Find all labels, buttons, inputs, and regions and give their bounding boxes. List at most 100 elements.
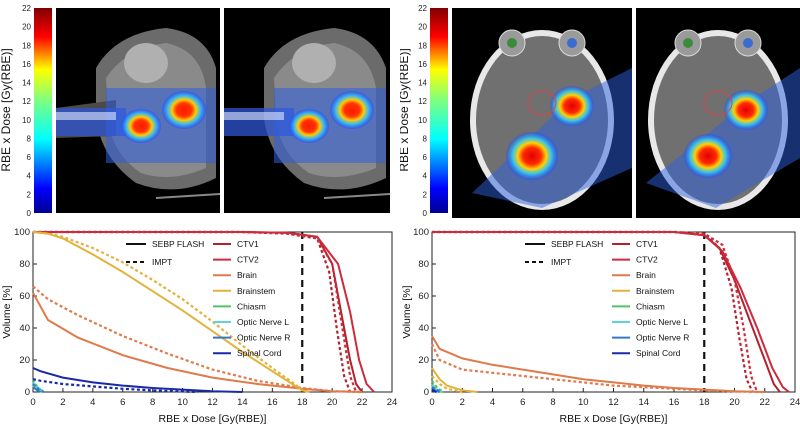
x-tick-label: 12 [608, 397, 619, 408]
x-tick-label: 4 [90, 397, 95, 408]
x-tick-label: 18 [699, 397, 710, 408]
dvh-curve-impt [432, 230, 754, 393]
colorbar-label: RBE x Dose [Gy(RBE)] [400, 48, 411, 171]
style-legend-label: IMPT [551, 257, 571, 267]
colorbar-tick-label: 16 [22, 60, 31, 69]
y-tick-label: 80 [418, 259, 429, 270]
x-tick-label: 18 [297, 397, 308, 408]
colorbar-tick-label: 8 [27, 134, 32, 143]
ct-image-left-flash [56, 8, 220, 213]
style-legend-label: SEBP FLASH [551, 239, 603, 249]
colorbar-gradient [34, 8, 52, 213]
dvh-curve-flash [32, 231, 310, 393]
x-tick-label: 4 [490, 397, 495, 408]
y-tick-label: 0 [25, 387, 30, 398]
style-legend-label: IMPT [152, 257, 172, 267]
colorbar-tick-label: 4 [27, 172, 32, 181]
dvh-curve-impt [32, 383, 45, 393]
x-tick-label: 0 [30, 397, 35, 408]
structure-legend-label: Brain [237, 270, 257, 280]
left-colorbar-panel: 0 2 4 6 8 10 12 14 16 18 20 22 RBE x Dose [Gy(RBE)] [0, 0, 55, 218]
dvh-curve-flash [32, 386, 41, 393]
colorbar-tick-label: 16 [418, 60, 427, 69]
dvh-curve-impt [32, 230, 310, 394]
x-tick-label: 2 [460, 397, 465, 408]
colorbar-tick-label: 2 [27, 190, 32, 199]
colorbar-tick-label: 10 [418, 116, 427, 125]
colorbar-tick-label: 4 [423, 172, 428, 181]
structure-legend-label: Spinal Cord [636, 348, 681, 358]
structure-legend-label: CTV2 [237, 255, 259, 265]
x-tick-label: 10 [177, 397, 188, 408]
x-tick-label: 8 [550, 397, 555, 408]
colorbar-tick-label: 20 [418, 23, 427, 32]
x-tick-label: 14 [237, 397, 248, 408]
x-tick-label: 8 [150, 397, 155, 408]
x-tick-label: 2 [60, 397, 65, 408]
structure-legend-label: Chiasm [237, 301, 266, 311]
dvh-curve-impt [32, 378, 198, 394]
structure-legend-label: Optic Nerve R [237, 333, 290, 343]
x-tick-label: 16 [669, 397, 680, 408]
ct-image-right-impt [636, 8, 800, 218]
dvh-curve-flash [32, 292, 363, 393]
structure-legend-label: Spinal Cord [237, 348, 282, 358]
y-axis-label: Volume [%] [1, 285, 13, 338]
y-tick-label: 40 [19, 323, 30, 334]
y-tick-label: 100 [14, 227, 30, 238]
structure-legend-label: Chiasm [636, 301, 665, 311]
structure-legend-label: Optic Nerve L [636, 317, 688, 327]
colorbar-tick-label: 8 [423, 134, 428, 143]
x-tick-label: 20 [327, 397, 338, 408]
structure-legend-label: Optic Nerve L [237, 317, 289, 327]
dvh-curve-flash [32, 367, 243, 393]
x-tick-label: 24 [790, 397, 800, 408]
colorbar-tick-label: 10 [22, 116, 31, 125]
structure-legend-label: Brain [636, 270, 656, 280]
colorbar-label: RBE x Dose [Gy(RBE)] [0, 48, 13, 171]
y-tick-label: 0 [424, 387, 429, 398]
structure-legend-label: CTV1 [636, 239, 658, 249]
y-tick-label: 60 [19, 291, 30, 302]
y-tick-label: 20 [418, 355, 429, 366]
x-tick-label: 10 [578, 397, 589, 408]
dvh-curve-impt [431, 386, 442, 393]
y-tick-label: 60 [418, 291, 429, 302]
colorbar-tick-label: 18 [418, 41, 427, 50]
dvh-curve-impt [431, 375, 463, 394]
x-tick-label: 20 [729, 397, 740, 408]
structure-legend-label: Optic Nerve R [636, 333, 689, 343]
left-colorbar: 0 2 4 6 8 10 12 14 16 18 20 22 RBE x Dose [Gy(RBE)] [0, 4, 52, 218]
structure-legend-label: Brainstem [636, 286, 674, 296]
x-tick-label: 6 [520, 397, 525, 408]
x-tick-label: 22 [759, 397, 770, 408]
colorbar-tick-label: 0 [27, 209, 32, 218]
dvh-curve-flash [431, 389, 437, 393]
dvh-curve-flash [431, 367, 478, 393]
right-colorbar: 0 2 4 6 8 10 12 14 16 18 20 22 RBE x Dose [Gy(RBE)] [397, 4, 448, 218]
colorbar-tick-label: 0 [423, 209, 428, 218]
colorbar-tick-label: 22 [418, 4, 427, 13]
x-tick-label: 24 [387, 397, 398, 408]
plot-area [32, 231, 393, 393]
colorbar-tick-label: 18 [22, 41, 31, 50]
x-tick-label: 14 [638, 397, 649, 408]
x-tick-label: 0 [429, 397, 434, 408]
y-tick-label: 20 [19, 355, 30, 366]
colorbar-gradient [430, 8, 448, 213]
dvh-curve-flash [33, 231, 375, 393]
colorbar-tick-label: 2 [423, 190, 428, 199]
x-tick-label: 16 [267, 397, 278, 408]
ct-image-right-flash [452, 8, 632, 218]
x-tick-label: 6 [120, 397, 125, 408]
ct-image-left-impt [224, 8, 390, 213]
structure-legend-label: Brainstem [237, 286, 275, 296]
right-colorbar-panel: 0 2 4 6 8 10 12 14 16 18 20 22 RBE x Dose [Gy(RBE)] [397, 0, 452, 218]
x-tick-label: 22 [357, 397, 368, 408]
style-legend-label: SEBP FLASH [152, 239, 204, 249]
colorbar-tick-label: 22 [22, 4, 31, 13]
colorbar-tick-label: 12 [418, 97, 427, 106]
colorbar-tick-label: 12 [22, 97, 31, 106]
